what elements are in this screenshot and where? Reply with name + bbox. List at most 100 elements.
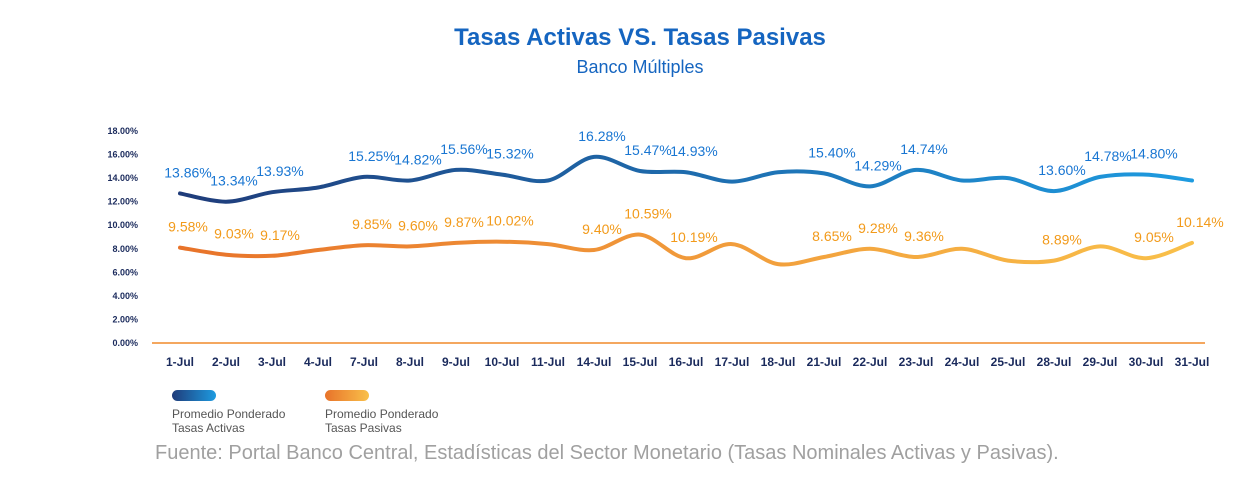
data-label-pasivas: 9.28% bbox=[858, 220, 898, 236]
x-tick-label: 10-Jul bbox=[485, 355, 520, 369]
x-tick-label: 3-Jul bbox=[258, 355, 286, 369]
data-label-pasivas: 9.85% bbox=[352, 216, 392, 232]
legend-label-pasivas-line1: Promedio Ponderado bbox=[325, 407, 439, 421]
data-point-activas bbox=[730, 180, 734, 184]
x-tick-label: 4-Jul bbox=[304, 355, 332, 369]
data-label-pasivas: 10.14% bbox=[1176, 214, 1223, 230]
y-tick-label: 16.00% bbox=[107, 150, 138, 160]
series-line-activas bbox=[178, 154, 1194, 204]
legend-label-activas-line1: Promedio Ponderado bbox=[172, 407, 286, 421]
data-label-pasivas: 9.40% bbox=[582, 221, 622, 237]
x-axis: 1-Jul 2-Jul 3-Jul 4-Jul 7-Jul 8-Jul 9-Jul 10-Ju… bbox=[166, 355, 1209, 369]
data-label-activas: 14.29% bbox=[854, 157, 901, 173]
y-axis: 0.00% 2.00% 4.00% 6.00% 8.00% 10.00% 12.00% 14.… bbox=[107, 126, 138, 348]
data-point-pasivas bbox=[868, 247, 872, 251]
data-label-activas: 15.32% bbox=[486, 146, 533, 162]
data-point-pasivas bbox=[638, 233, 642, 237]
data-point-pasivas bbox=[592, 248, 596, 252]
data-point-activas bbox=[822, 171, 826, 175]
data-point-activas bbox=[638, 169, 642, 173]
x-tick-label: 28-Jul bbox=[1037, 355, 1072, 369]
data-point-activas bbox=[868, 184, 872, 188]
data-label-activas: 15.47% bbox=[624, 142, 671, 158]
data-label-pasivas: 10.02% bbox=[486, 213, 533, 229]
legend-label-activas-line2: Tasas Activas bbox=[172, 421, 245, 435]
x-tick-label: 24-Jul bbox=[945, 355, 980, 369]
data-label-activas: 13.34% bbox=[210, 173, 257, 189]
chart-subtitle: Banco Múltiples bbox=[576, 57, 704, 77]
legend-swatch-activas bbox=[172, 390, 216, 401]
x-tick-label: 11-Jul bbox=[531, 355, 565, 369]
data-point-activas bbox=[1098, 175, 1102, 179]
data-point-activas bbox=[1006, 176, 1010, 180]
data-point-activas bbox=[1144, 173, 1148, 177]
data-point-pasivas bbox=[960, 247, 964, 251]
data-label-pasivas: 10.19% bbox=[670, 229, 717, 245]
x-tick-label: 25-Jul bbox=[991, 355, 1026, 369]
series-group bbox=[178, 154, 1194, 267]
data-point-activas bbox=[178, 191, 182, 195]
data-point-activas bbox=[1190, 178, 1194, 182]
data-label-activas: 15.40% bbox=[808, 144, 855, 160]
y-tick-label: 12.00% bbox=[107, 197, 138, 207]
y-tick-label: 6.00% bbox=[112, 267, 138, 277]
data-label-pasivas: 9.05% bbox=[1134, 229, 1174, 245]
data-point-activas bbox=[592, 155, 596, 159]
data-label-pasivas: 9.17% bbox=[260, 227, 300, 243]
data-point-activas bbox=[224, 200, 228, 204]
legend-label-activas: Promedio Ponderado Tasas Activas bbox=[172, 407, 322, 435]
x-tick-label: 9-Jul bbox=[442, 355, 470, 369]
data-point-pasivas bbox=[546, 242, 550, 246]
data-label-pasivas: 9.03% bbox=[214, 226, 254, 242]
x-tick-label: 16-Jul bbox=[669, 355, 704, 369]
x-tick-label: 15-Jul bbox=[623, 355, 658, 369]
x-tick-label: 17-Jul bbox=[715, 355, 750, 369]
y-tick-label: 4.00% bbox=[112, 291, 138, 301]
data-point-pasivas bbox=[316, 248, 320, 252]
data-point-pasivas bbox=[500, 240, 504, 244]
data-label-activas: 14.78% bbox=[1084, 148, 1131, 164]
data-label-pasivas: 9.87% bbox=[444, 214, 484, 230]
data-label-pasivas: 10.59% bbox=[624, 206, 671, 222]
data-point-activas bbox=[776, 170, 780, 174]
y-tick-label: 8.00% bbox=[112, 244, 138, 254]
legend-item-activas: Promedio Ponderado Tasas Activas bbox=[172, 390, 322, 435]
data-label-activas: 15.25% bbox=[348, 148, 395, 164]
data-point-activas bbox=[454, 168, 458, 172]
data-label-activas: 14.93% bbox=[670, 143, 717, 159]
data-point-activas bbox=[684, 170, 688, 174]
chart-title: Tasas Activas VS. Tasas Pasivas bbox=[454, 24, 826, 51]
y-tick-label: 10.00% bbox=[107, 220, 138, 230]
data-point-pasivas bbox=[362, 243, 366, 247]
y-tick-label: 14.00% bbox=[107, 173, 138, 183]
data-label-pasivas: 8.89% bbox=[1042, 232, 1082, 248]
data-point-activas bbox=[914, 168, 918, 172]
data-label-pasivas: 9.58% bbox=[168, 219, 208, 235]
data-label-pasivas: 8.65% bbox=[812, 228, 852, 244]
x-tick-label: 21-Jul bbox=[807, 355, 842, 369]
data-point-activas bbox=[1052, 189, 1056, 193]
series-line-pasivas bbox=[178, 232, 1194, 267]
data-point-pasivas bbox=[1052, 259, 1056, 263]
data-point-pasivas bbox=[1098, 244, 1102, 248]
x-tick-label: 1-Jul bbox=[166, 355, 194, 369]
data-label-activas: 15.56% bbox=[440, 141, 487, 157]
data-label-activas: 13.93% bbox=[256, 163, 303, 179]
data-point-pasivas bbox=[270, 254, 274, 258]
data-point-pasivas bbox=[178, 246, 182, 250]
data-label-pasivas: 9.36% bbox=[904, 228, 944, 244]
data-label-pasivas: 9.60% bbox=[398, 217, 438, 233]
x-tick-label: 8-Jul bbox=[396, 355, 424, 369]
x-tick-label: 14-Jul bbox=[577, 355, 612, 369]
data-point-pasivas bbox=[1144, 256, 1148, 260]
data-label-activas: 14.80% bbox=[1130, 146, 1177, 162]
x-tick-label: 31-Jul bbox=[1175, 355, 1210, 369]
data-point-pasivas bbox=[1190, 241, 1194, 245]
data-point-activas bbox=[362, 175, 366, 179]
line-chart: 0.00% 2.00% 4.00% 6.00% 8.00% 10.00% 12.00% 14.… bbox=[107, 126, 1223, 369]
x-tick-label: 30-Jul bbox=[1129, 355, 1164, 369]
data-point-pasivas bbox=[454, 241, 458, 245]
y-tick-label: 2.00% bbox=[112, 314, 138, 324]
source-note: Fuente: Portal Banco Central, Estadístic… bbox=[155, 442, 1059, 464]
data-point-activas bbox=[408, 178, 412, 182]
